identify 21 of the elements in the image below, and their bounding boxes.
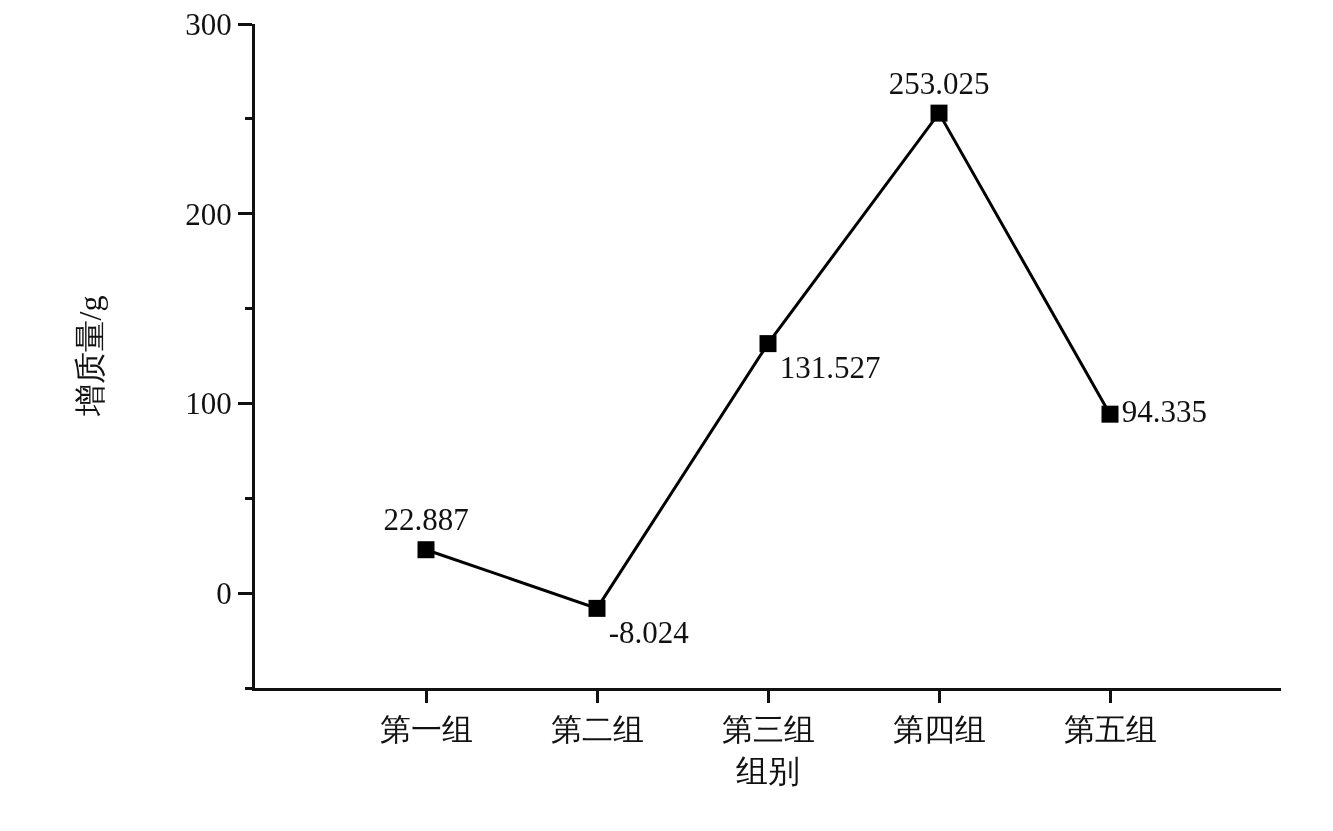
data-label: 22.887 bbox=[383, 502, 469, 538]
point bbox=[930, 104, 948, 122]
point bbox=[417, 541, 435, 559]
point bbox=[588, 599, 606, 617]
y-axis-title: 增质量/g bbox=[71, 295, 108, 418]
data-label: 253.025 bbox=[888, 65, 990, 101]
x-tick-label: 第一组 bbox=[379, 712, 473, 748]
data-label: 131.527 bbox=[779, 350, 881, 386]
y-tick-label: 200 bbox=[185, 196, 232, 232]
x-tick-label: 第四组 bbox=[892, 712, 986, 748]
point bbox=[759, 335, 777, 353]
data-label: -8.024 bbox=[608, 615, 690, 651]
y-tick-label: 100 bbox=[185, 386, 232, 422]
data-label: 94.335 bbox=[1121, 393, 1207, 429]
y-tick-label: 300 bbox=[185, 6, 232, 42]
point bbox=[1101, 405, 1119, 423]
x-tick-label: 第五组 bbox=[1063, 712, 1157, 748]
y-tick-label: 0 bbox=[216, 575, 232, 611]
x-axis-title: 组别 bbox=[736, 753, 800, 790]
x-tick-label: 第三组 bbox=[721, 712, 815, 748]
x-tick-label: 第二组 bbox=[550, 712, 644, 748]
